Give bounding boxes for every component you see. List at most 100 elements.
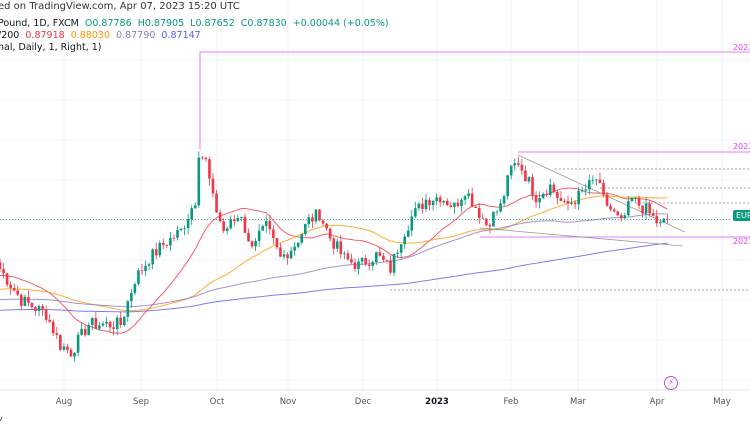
candle-body xyxy=(474,206,477,209)
candle-body xyxy=(513,163,517,166)
candle-body xyxy=(531,177,534,196)
candle-body xyxy=(16,290,20,295)
candle-body xyxy=(538,198,541,203)
candle-body xyxy=(48,319,51,322)
candle-body xyxy=(162,242,165,246)
candle-body xyxy=(69,349,73,357)
candle-body xyxy=(353,262,357,269)
candle-body xyxy=(343,253,346,255)
candle-body xyxy=(268,220,272,230)
candle-body xyxy=(346,253,350,260)
candle-body xyxy=(197,157,201,206)
x-tick-label: Dec xyxy=(354,397,372,407)
candle-body xyxy=(211,178,215,194)
candle-body xyxy=(563,200,566,202)
candle-body xyxy=(570,202,573,204)
x-tick-label: Feb xyxy=(503,397,519,407)
candle-body xyxy=(137,270,140,285)
candle-body xyxy=(154,249,158,256)
candle-body xyxy=(300,234,304,243)
candle-body xyxy=(481,217,485,219)
candle-body xyxy=(332,238,335,249)
high-value: H0.87905 xyxy=(137,18,185,29)
candle-body xyxy=(130,292,133,302)
candle-body xyxy=(282,254,286,257)
lightning-icon[interactable]: ⚡ xyxy=(664,376,678,390)
candle-body xyxy=(151,249,154,265)
candle-body xyxy=(371,261,375,266)
candle-body xyxy=(193,205,197,209)
candle-body xyxy=(66,346,69,350)
candle-body xyxy=(421,203,424,209)
candle-body xyxy=(23,296,27,306)
candle-body xyxy=(605,194,609,206)
candle-body xyxy=(588,180,591,190)
candle-body xyxy=(524,170,527,182)
x-tick-label: Sep xyxy=(132,397,150,407)
candle-body xyxy=(83,328,87,336)
candle-body xyxy=(98,325,101,329)
candle-body xyxy=(414,208,417,217)
candle-body xyxy=(438,197,442,203)
candle-body xyxy=(286,254,289,259)
candle-body xyxy=(243,216,247,233)
candle-body xyxy=(389,260,392,273)
candle-body xyxy=(463,196,467,200)
candle-body xyxy=(215,193,218,213)
candle-body xyxy=(350,259,353,263)
candle-body xyxy=(169,237,172,246)
candle-body xyxy=(264,220,268,226)
level-label-2023-low: 2023 Low xyxy=(733,237,750,246)
candle-body xyxy=(630,197,634,202)
candle-body xyxy=(41,306,44,310)
candle-body xyxy=(509,165,513,176)
candle-body xyxy=(122,316,126,326)
low-value: L0.87652 xyxy=(190,18,235,29)
candle-body xyxy=(108,321,112,328)
candle-body xyxy=(385,259,389,261)
candle-body xyxy=(591,179,595,181)
candle-body xyxy=(655,215,659,224)
x-tick-label: May xyxy=(713,397,731,407)
candle-body xyxy=(236,217,240,222)
ma-legend: /200 0.87918 0.88030 0.87790 0.87147 xyxy=(0,30,201,41)
candle-body xyxy=(158,242,162,256)
candle-body xyxy=(410,216,414,231)
candle-body xyxy=(499,203,502,212)
candle-body xyxy=(460,199,463,206)
candle-body xyxy=(357,261,360,269)
candle-body xyxy=(659,222,662,224)
candle-body xyxy=(94,318,98,329)
candle-body xyxy=(644,203,648,214)
candle-body xyxy=(662,218,666,223)
candle-body xyxy=(73,352,76,357)
candle-body xyxy=(62,346,66,350)
open-value: O0.87786 xyxy=(84,18,132,29)
candle-body xyxy=(580,190,584,192)
candle-body xyxy=(492,211,495,227)
candle-body xyxy=(577,190,580,205)
candle-body xyxy=(424,199,428,209)
candle-body xyxy=(190,208,193,220)
published-note: ed on TradingView.com, Apr 07, 2023 15:2… xyxy=(0,1,240,12)
candle-body xyxy=(584,189,588,191)
candle-body xyxy=(573,202,577,205)
candle-body xyxy=(275,238,279,248)
candle-body xyxy=(520,164,524,171)
candle-body xyxy=(261,225,264,231)
candle-body xyxy=(91,318,94,326)
candle-body xyxy=(34,307,37,311)
candle-body xyxy=(406,230,410,237)
candle-body xyxy=(449,205,453,207)
candle-body xyxy=(566,201,570,204)
candle-body xyxy=(360,257,364,262)
candle-body xyxy=(399,244,403,253)
candle-body xyxy=(396,252,399,254)
x-tick-label: Aug xyxy=(55,397,73,407)
candle-body xyxy=(602,182,605,195)
candle-body xyxy=(666,218,669,220)
x-tick-label: Oct xyxy=(209,397,225,407)
candle-body xyxy=(218,212,222,222)
candle-body xyxy=(115,317,119,329)
